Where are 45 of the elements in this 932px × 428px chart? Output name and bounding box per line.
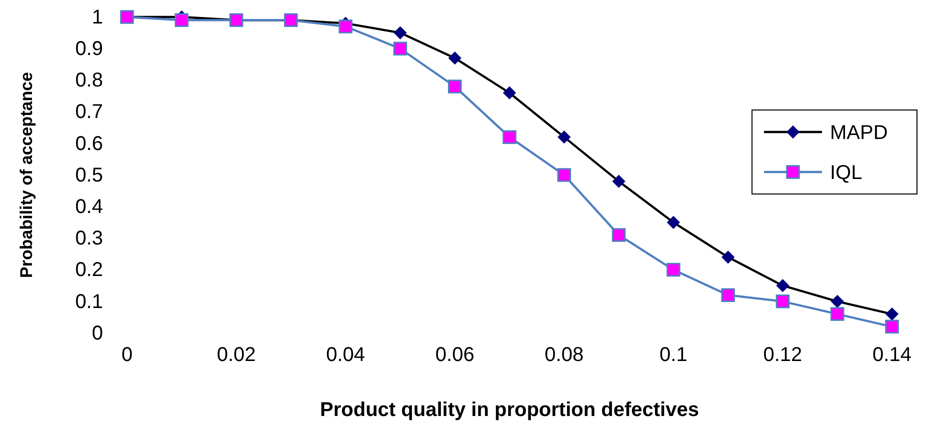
y-tick-label: 0.6	[75, 132, 103, 155]
y-tick-label: 0.1	[75, 290, 103, 313]
point	[612, 228, 626, 242]
legend-label: MAPD	[830, 122, 888, 144]
point	[502, 130, 516, 144]
point	[448, 52, 462, 65]
x-tick-label: 0.08	[544, 344, 584, 366]
y-tick-label: 0.8	[75, 70, 103, 92]
point	[338, 20, 352, 34]
point	[721, 288, 735, 302]
y-tick-label: 1	[92, 6, 103, 28]
y-tick-label: 0	[92, 322, 103, 344]
x-tick-label: 0.12	[763, 344, 802, 366]
point	[557, 168, 572, 182]
y-axis-title: Probability of acceptance	[17, 72, 36, 278]
legend-label: IQL	[830, 162, 862, 184]
point	[722, 250, 735, 264]
point	[830, 307, 844, 321]
point	[502, 86, 516, 100]
x-tick-label: 0	[121, 344, 133, 366]
x-tick-label: 0.02	[216, 344, 256, 366]
point	[830, 294, 844, 308]
point	[885, 320, 899, 334]
x-tick-label: 0.06	[435, 344, 474, 366]
point	[558, 130, 571, 144]
y-tick-label: 0.3	[75, 228, 103, 250]
y-tick-label: 0.9	[75, 38, 103, 60]
y-tick-label: 0.7	[75, 101, 103, 124]
point	[612, 174, 626, 188]
y-tick-label: 0.5	[75, 164, 103, 186]
point	[776, 294, 790, 308]
point	[174, 13, 189, 28]
point	[448, 80, 462, 94]
point	[666, 216, 680, 229]
point	[885, 307, 899, 321]
x-tick-label: 0.04	[326, 344, 366, 366]
point	[393, 42, 408, 56]
point	[666, 262, 680, 277]
y-tick-label: 0.4	[75, 196, 103, 218]
x-tick-label: 0.14	[872, 344, 912, 366]
x-axis-title: Product quality in proportion defectives	[320, 399, 699, 421]
y-tick-label: 0.2	[75, 259, 103, 282]
point	[394, 26, 407, 40]
point	[776, 279, 790, 292]
x-tick-label: 0.1	[660, 344, 688, 366]
